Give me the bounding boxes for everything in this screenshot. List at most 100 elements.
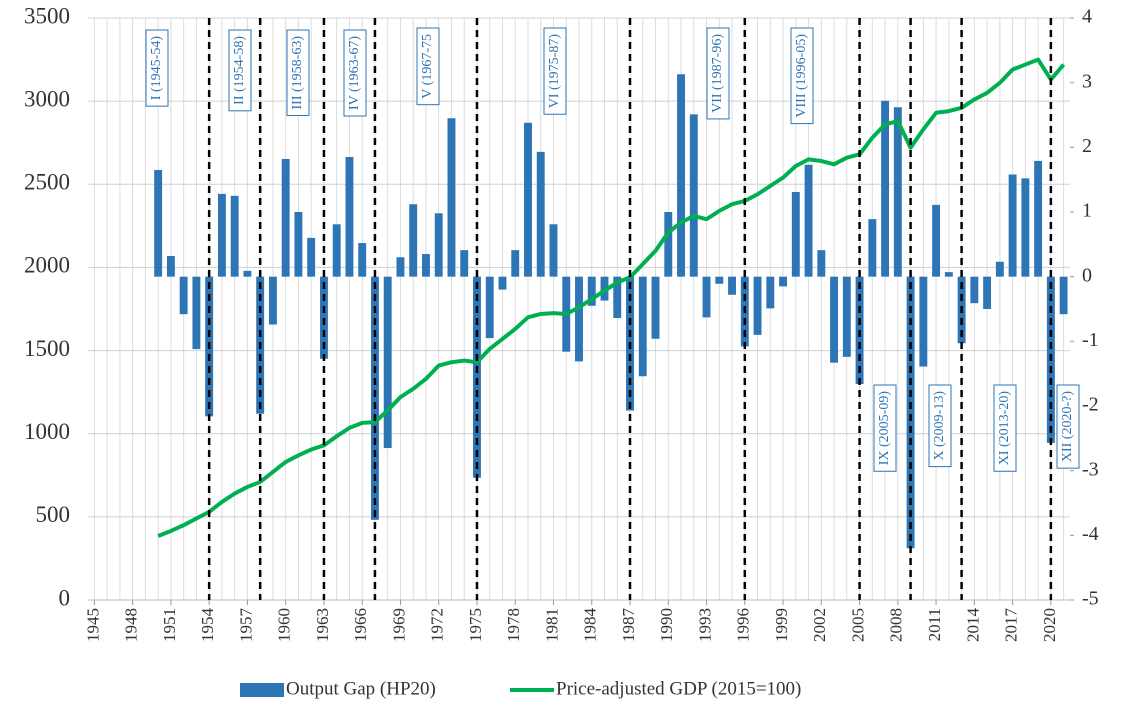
- cycle-label-box: [928, 384, 952, 468]
- bar: [166, 255, 175, 277]
- bar: [154, 169, 163, 277]
- cycle-label: IV (1963-67): [343, 29, 367, 117]
- x-tick-label: 2017: [1002, 607, 1021, 642]
- bar: [243, 270, 252, 277]
- x-tick-label: 1966: [351, 608, 370, 642]
- x-tick-label: 1993: [695, 608, 714, 642]
- cycle-label-text: X (2009-13): [932, 391, 947, 461]
- x-tick-label: 1948: [122, 608, 141, 642]
- bar: [932, 204, 941, 277]
- bar: [1008, 174, 1017, 277]
- bar: [804, 164, 813, 277]
- cycle-label-box: [790, 27, 814, 125]
- bar: [332, 224, 341, 277]
- bar: [511, 250, 520, 277]
- y2-tick-label: -2: [1082, 394, 1099, 416]
- bar: [587, 276, 596, 306]
- bar: [689, 114, 698, 277]
- bar: [358, 243, 367, 277]
- x-tick-label: 1969: [389, 608, 408, 642]
- legend-swatch: [240, 683, 284, 697]
- bar: [830, 276, 839, 363]
- cycle-label-text: IV (1963-67): [347, 36, 362, 110]
- cycle-label: III (1958-63): [286, 29, 310, 116]
- legend-label: Output Gap (HP20): [286, 678, 436, 699]
- cycle-label-box: [416, 27, 440, 106]
- bar: [319, 276, 328, 359]
- y-tick-label: 1500: [24, 336, 70, 361]
- x-tick-label: 1999: [772, 608, 791, 642]
- bar: [715, 276, 724, 284]
- cycle-label-box: [286, 29, 310, 116]
- bar: [268, 276, 277, 325]
- y-tick-label: 3000: [24, 86, 70, 111]
- y2-tick-label: -3: [1082, 458, 1099, 480]
- x-tick-label: 2005: [848, 608, 867, 642]
- cycle-label-text: VII (1987-96): [710, 34, 725, 113]
- cycle-label-text: VIII (1996-05): [794, 34, 809, 118]
- x-tick-label: 2014: [963, 608, 982, 643]
- bar: [702, 276, 711, 318]
- bar: [791, 191, 800, 277]
- bar: [549, 224, 558, 277]
- bar: [893, 107, 902, 277]
- cycle-label: VII (1987-96): [706, 27, 730, 120]
- y2-tick-label: -5: [1082, 588, 1099, 610]
- y-tick-label: 0: [59, 585, 71, 610]
- bar: [651, 276, 660, 339]
- cycle-label: IX (2005-09): [873, 384, 897, 472]
- x-tick-label: 1981: [542, 608, 561, 642]
- bar: [753, 276, 762, 335]
- bar: [473, 276, 481, 478]
- cycle-label: VIII (1996-05): [790, 27, 814, 125]
- bar: [1059, 276, 1068, 315]
- x-tick-label: 1972: [428, 608, 447, 642]
- bar: [779, 276, 788, 287]
- y2-tick-label: 1: [1082, 200, 1092, 222]
- y-tick-label: 2500: [24, 170, 70, 195]
- cycle-label-box: [706, 27, 730, 120]
- bar: [485, 276, 494, 339]
- x-tick-label: 1951: [160, 608, 179, 642]
- x-tick-label: 1960: [275, 608, 294, 642]
- cycle-label-text: XI (2013-20): [997, 391, 1012, 466]
- x-tick-label: 1957: [236, 608, 255, 643]
- x-tick-label: 2020: [1040, 608, 1059, 642]
- bar: [817, 250, 826, 277]
- y-tick-label: 1000: [24, 419, 70, 444]
- cycle-label-box: [145, 29, 169, 107]
- bar: [919, 276, 928, 367]
- bar: [995, 261, 1004, 277]
- bar: [983, 276, 992, 309]
- bar: [613, 276, 622, 319]
- bar: [944, 272, 953, 277]
- bar: [664, 212, 673, 277]
- cycle-label-text: V (1967-75: [420, 34, 435, 99]
- cycle-label-text: III (1958-63): [290, 36, 305, 110]
- bar: [422, 254, 430, 277]
- cycle-label-text: VI (1975-87): [547, 34, 562, 109]
- cycle-label-text: IX (2005-09): [877, 391, 892, 466]
- bar: [370, 276, 379, 520]
- bar: [294, 212, 303, 277]
- x-tick-label: 1990: [657, 608, 676, 642]
- cycle-label-box: [993, 384, 1017, 472]
- x-tick-label: 1945: [83, 608, 102, 642]
- bar: [447, 118, 456, 277]
- bar: [409, 204, 418, 277]
- legend-label: Price-adjusted GDP (2015=100): [556, 678, 801, 699]
- bar: [868, 219, 877, 277]
- cycle-label-text: XII (2020-?): [1060, 391, 1075, 462]
- cycle-label-box: [543, 27, 567, 115]
- x-tick-label: 1963: [313, 608, 332, 642]
- bar: [460, 250, 469, 277]
- cycle-label-box: [343, 29, 367, 117]
- bar: [728, 276, 736, 295]
- cycle-label-box: [1056, 384, 1080, 469]
- y2-tick-label: -4: [1082, 523, 1099, 545]
- bar: [524, 122, 532, 277]
- bar: [434, 213, 443, 277]
- cycle-label: X (2009-13): [928, 384, 952, 468]
- bar: [842, 276, 851, 357]
